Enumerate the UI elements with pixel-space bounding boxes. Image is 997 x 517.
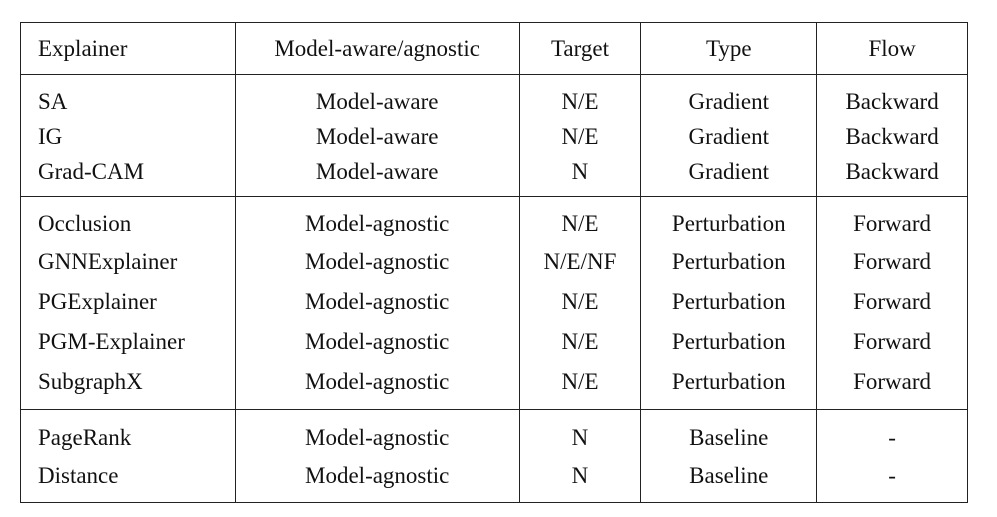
header-model-aware-agnostic: Model-aware/agnostic [234, 22, 520, 75]
cell-model-aware-agnostic: Model-aware [234, 154, 520, 197]
cell-type: Gradient [640, 74, 818, 119]
cell-model-aware-agnostic: Model-agnostic [234, 241, 520, 281]
explainer-comparison-table: Explainer Model-aware/agnostic Target Ty… [20, 22, 968, 503]
table-row: Grad-CAM Model-aware N Gradient Backward [20, 154, 968, 197]
cell-target: N [518, 154, 642, 197]
cell-flow: Forward [816, 321, 968, 361]
cell-flow: Forward [816, 281, 968, 321]
cell-target: N/E [518, 196, 642, 241]
cell-type: Perturbation [640, 196, 818, 241]
cell-target: N/E/NF [518, 241, 642, 281]
table-row: SA Model-aware N/E Gradient Backward [20, 74, 968, 119]
cell-model-aware-agnostic: Model-agnostic [234, 196, 520, 241]
header-explainer: Explainer [20, 22, 236, 75]
cell-flow: Forward [816, 196, 968, 241]
cell-flow: Backward [816, 154, 968, 197]
cell-model-aware-agnostic: Model-aware [234, 118, 520, 154]
cell-target: N [518, 409, 642, 456]
cell-target: N/E [518, 321, 642, 361]
cell-flow: Forward [816, 361, 968, 410]
cell-explainer: PageRank [20, 409, 236, 456]
cell-type: Gradient [640, 154, 818, 197]
cell-model-aware-agnostic: Model-aware [234, 74, 520, 119]
cell-explainer: SA [20, 74, 236, 119]
header-row: Explainer Model-aware/agnostic Target Ty… [20, 22, 968, 75]
table-row: PGExplainer Model-agnostic N/E Perturbat… [20, 281, 968, 321]
cell-flow: Backward [816, 118, 968, 154]
cell-type: Gradient [640, 118, 818, 154]
cell-model-aware-agnostic: Model-agnostic [234, 409, 520, 456]
cell-target: N/E [518, 74, 642, 119]
cell-target: N [518, 456, 642, 503]
table-row: PageRank Model-agnostic N Baseline - [20, 409, 968, 456]
cell-explainer: SubgraphX [20, 361, 236, 410]
cell-model-aware-agnostic: Model-agnostic [234, 456, 520, 503]
table-row: SubgraphX Model-agnostic N/E Perturbatio… [20, 361, 968, 410]
cell-type: Perturbation [640, 241, 818, 281]
table-row: GNNExplainer Model-agnostic N/E/NF Pertu… [20, 241, 968, 281]
cell-explainer: Grad-CAM [20, 154, 236, 197]
table-row: PGM-Explainer Model-agnostic N/E Perturb… [20, 321, 968, 361]
cell-target: N/E [518, 118, 642, 154]
group-gradient: SA Model-aware N/E Gradient Backward IG … [20, 74, 968, 197]
cell-model-aware-agnostic: Model-agnostic [234, 281, 520, 321]
cell-model-aware-agnostic: Model-agnostic [234, 361, 520, 410]
table-row: IG Model-aware N/E Gradient Backward [20, 118, 968, 154]
header-flow: Flow [816, 22, 968, 75]
group-baseline: PageRank Model-agnostic N Baseline - Dis… [20, 409, 968, 503]
cell-explainer: Distance [20, 456, 236, 503]
cell-explainer: PGExplainer [20, 281, 236, 321]
cell-explainer: GNNExplainer [20, 241, 236, 281]
table-header: Explainer Model-aware/agnostic Target Ty… [20, 22, 968, 75]
cell-target: N/E [518, 281, 642, 321]
cell-explainer: Occlusion [20, 196, 236, 241]
cell-explainer: PGM-Explainer [20, 321, 236, 361]
cell-type: Perturbation [640, 321, 818, 361]
cell-flow: - [816, 409, 968, 456]
table-row: Occlusion Model-agnostic N/E Perturbatio… [20, 196, 968, 241]
group-perturbation: Occlusion Model-agnostic N/E Perturbatio… [20, 196, 968, 410]
cell-type: Baseline [640, 456, 818, 503]
cell-target: N/E [518, 361, 642, 410]
cell-type: Perturbation [640, 361, 818, 410]
cell-model-aware-agnostic: Model-agnostic [234, 321, 520, 361]
cell-type: Baseline [640, 409, 818, 456]
cell-type: Perturbation [640, 281, 818, 321]
cell-flow: - [816, 456, 968, 503]
header-target: Target [518, 22, 642, 75]
header-type: Type [640, 22, 818, 75]
cell-flow: Backward [816, 74, 968, 119]
cell-explainer: IG [20, 118, 236, 154]
cell-flow: Forward [816, 241, 968, 281]
table-row: Distance Model-agnostic N Baseline - [20, 456, 968, 503]
